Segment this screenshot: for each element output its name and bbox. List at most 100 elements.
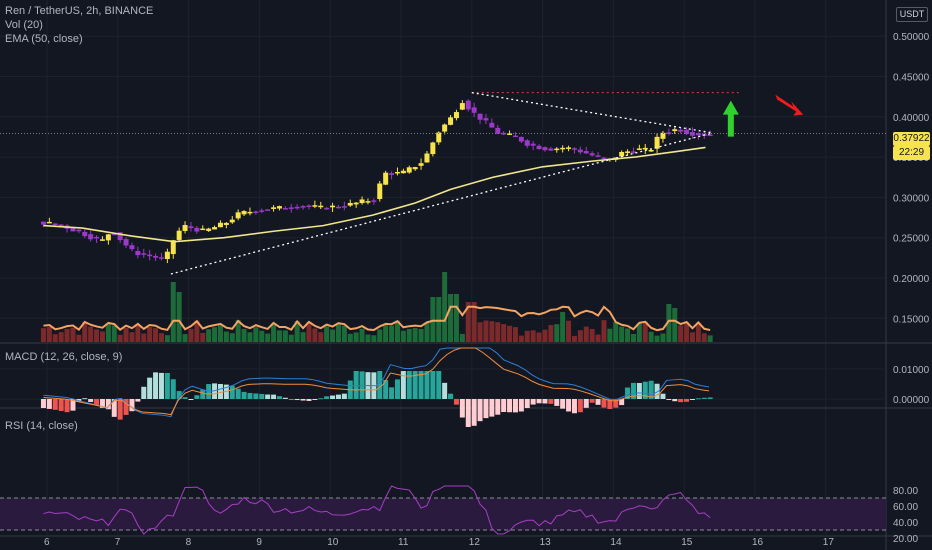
macd-histogram-bar — [241, 391, 247, 399]
macd-histogram-bar — [436, 371, 442, 399]
volume-bar — [554, 324, 560, 342]
volume-bar — [123, 328, 129, 342]
candle-body — [595, 155, 601, 157]
macd-histogram-bar — [46, 399, 52, 409]
candle-body — [123, 239, 129, 246]
rsi-band — [0, 498, 886, 530]
volume-bar — [465, 302, 471, 342]
volume-bar — [241, 328, 247, 342]
macd-histogram-bar — [58, 399, 64, 412]
macd-histogram-bar — [105, 399, 111, 410]
volume-bar — [400, 330, 406, 342]
volume-bar — [684, 322, 690, 342]
macd-histogram-bar — [147, 377, 153, 399]
candle-body — [453, 112, 459, 119]
volume-bar — [418, 328, 424, 342]
volume-bar — [300, 332, 306, 342]
candle-body — [324, 207, 330, 210]
macd-histogram-bar — [601, 399, 607, 408]
volume-bar — [164, 335, 170, 342]
volume-bar — [271, 323, 277, 342]
candle-body — [194, 227, 200, 232]
candle-body — [170, 240, 176, 255]
candle-body — [389, 173, 395, 175]
candle-body — [583, 151, 589, 154]
candle-body — [88, 234, 94, 240]
candle-body — [383, 172, 389, 185]
candle-body — [99, 239, 105, 241]
volume-bar — [176, 292, 182, 342]
candle-body — [212, 227, 218, 230]
macd-histogram-bar — [619, 399, 625, 406]
volume-bar — [654, 335, 660, 342]
volume-bar — [707, 335, 713, 342]
candle-body — [40, 221, 46, 225]
date-tick-label: 6 — [44, 537, 50, 548]
macd-histogram-bar — [453, 399, 459, 405]
candle-body — [46, 221, 52, 224]
macd-histogram-bar — [389, 387, 395, 399]
volume-bar — [483, 320, 489, 342]
volume-bar — [147, 327, 153, 342]
candle-body — [335, 206, 341, 209]
rsi-tick-label: 20.00 — [893, 534, 918, 545]
volume-bar — [194, 320, 200, 342]
candle-body — [353, 202, 359, 205]
price-tick-label: 0.50000 — [893, 32, 930, 43]
volume-bar — [324, 326, 330, 342]
candle-body — [448, 117, 454, 125]
date-tick-label: 8 — [186, 537, 192, 548]
currency-label[interactable]: USDT — [896, 7, 928, 22]
volume-bar — [217, 325, 223, 342]
candle-body — [619, 151, 625, 157]
volume-bar — [530, 330, 536, 342]
macd-histogram-bar — [135, 399, 141, 402]
macd-histogram-bar — [589, 399, 595, 403]
volume-bar — [601, 320, 607, 342]
volume-bar — [424, 322, 430, 342]
macd-histogram-bar — [294, 399, 300, 401]
volume-bar — [536, 332, 542, 342]
volume-bar — [353, 332, 359, 342]
volume-bar — [377, 329, 383, 342]
macd-histogram-bar — [495, 399, 501, 415]
candle-body — [294, 206, 300, 209]
macd-histogram-bar — [212, 383, 218, 399]
rsi-tick-label: 40.00 — [893, 518, 918, 529]
volume-bar — [442, 272, 448, 342]
volume-bar — [642, 321, 648, 342]
macd-histogram-bar — [613, 399, 619, 408]
candle-body — [648, 149, 654, 152]
macd-histogram-bar — [418, 371, 424, 399]
macd-histogram-bar — [530, 399, 536, 405]
macd-histogram-bar — [471, 399, 477, 426]
candle-body — [288, 207, 294, 209]
volume-bar — [471, 302, 477, 342]
candle-body — [518, 136, 524, 142]
candle-body — [642, 147, 648, 150]
rsi-tick-label: 80.00 — [893, 486, 918, 497]
macd-histogram-bar — [111, 399, 117, 417]
rsi-line — [43, 485, 711, 535]
candle-body — [666, 132, 672, 134]
volume-bar — [318, 332, 324, 342]
volume-bar — [76, 334, 82, 342]
volume-bar — [636, 323, 642, 342]
candle-body — [229, 219, 235, 223]
macd-histogram-bar — [153, 372, 159, 399]
macd-histogram-bar — [88, 399, 94, 402]
volume-bar — [312, 328, 318, 342]
candle-body — [176, 230, 182, 240]
volume-bar — [507, 325, 513, 342]
volume-bar — [365, 334, 371, 342]
macd-histogram-bar — [507, 399, 513, 413]
candle-body — [158, 257, 164, 259]
candle-body — [111, 233, 117, 236]
candle-body — [554, 148, 560, 151]
volume-bar — [235, 320, 241, 342]
volume-bar — [359, 328, 365, 342]
candle-body — [359, 199, 365, 204]
volume-bar — [223, 331, 229, 342]
volume-bar — [158, 333, 164, 342]
